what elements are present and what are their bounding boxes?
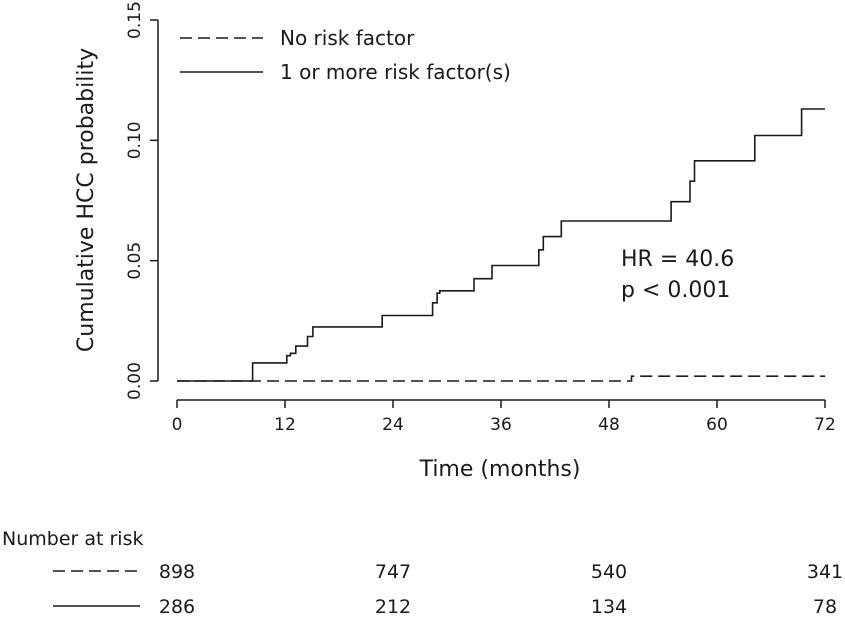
x-tick-label: 48 bbox=[598, 415, 620, 435]
series-line bbox=[177, 108, 825, 382]
y-tick-label: 0.05 bbox=[125, 242, 145, 280]
x-tick-label: 36 bbox=[490, 415, 512, 435]
legend-label: 1 or more risk factor(s) bbox=[280, 60, 511, 84]
x-axis-label: Time (months) bbox=[419, 457, 581, 482]
risk-count: 540 bbox=[591, 561, 627, 583]
risk-count: 341 bbox=[807, 561, 843, 583]
risk-table-title: Number at risk bbox=[2, 528, 144, 550]
x-tick-label: 72 bbox=[814, 415, 836, 435]
legend-label: No risk factor bbox=[280, 26, 415, 50]
series-layer bbox=[177, 108, 825, 382]
x-tick-label: 0 bbox=[172, 415, 183, 435]
risk-table: Number at risk 898 747 540 341 286 212 134 78 bbox=[2, 528, 843, 618]
x-tick-label: 60 bbox=[706, 415, 728, 435]
y-tick-label: 0.15 bbox=[125, 1, 145, 39]
legend: No risk factor 1 or more risk factor(s) bbox=[180, 26, 511, 84]
x-tick-label: 24 bbox=[382, 415, 404, 435]
y-axis-label: Cumulative HCC probability bbox=[74, 48, 99, 352]
y-tick-label: 0.10 bbox=[125, 121, 145, 159]
series-line bbox=[177, 375, 825, 382]
risk-count: 78 bbox=[813, 596, 837, 618]
x-tick-label: 12 bbox=[274, 415, 296, 435]
risk-count: 898 bbox=[159, 561, 195, 583]
risk-count: 747 bbox=[375, 561, 411, 583]
p-value-annotation: p < 0.001 bbox=[621, 278, 730, 303]
risk-count: 134 bbox=[591, 596, 627, 618]
axes: 0 12 24 36 48 60 72 0.00 0.05 0.10 0.15 bbox=[125, 1, 836, 435]
hr-annotation: HR = 40.6 bbox=[621, 247, 734, 272]
risk-count: 286 bbox=[159, 596, 195, 618]
y-tick-label: 0.00 bbox=[125, 362, 145, 400]
risk-count: 212 bbox=[375, 596, 411, 618]
